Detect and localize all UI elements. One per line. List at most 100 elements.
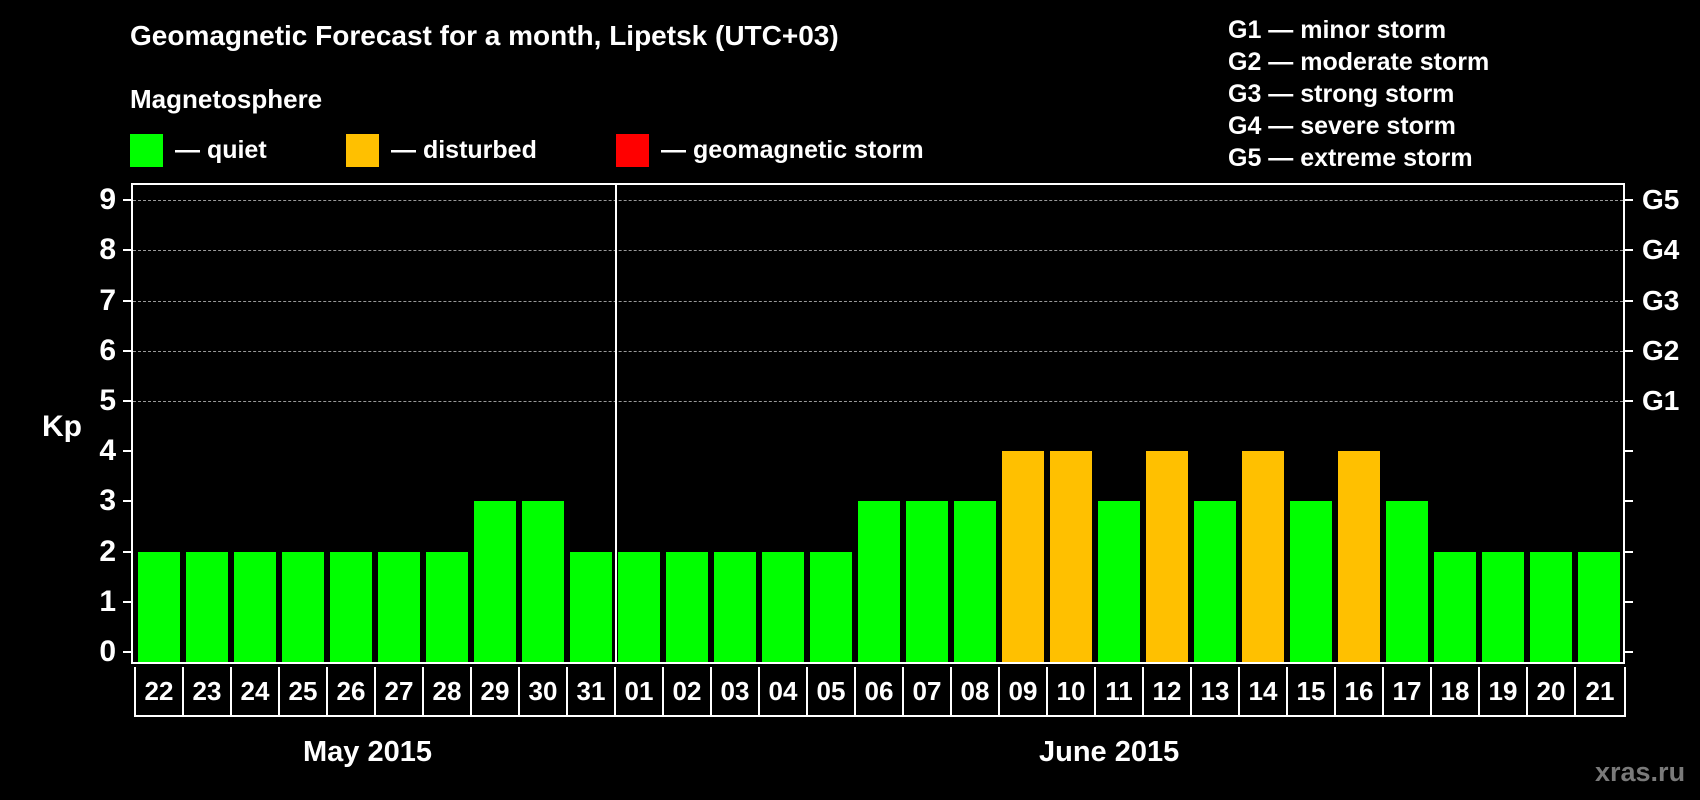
bar-21: [1578, 551, 1620, 662]
month-divider: [615, 185, 617, 662]
bar-06: [858, 501, 900, 662]
y-tick-label-6: 6: [99, 333, 116, 367]
right-tick-7: [1625, 299, 1633, 302]
date-cell-05: 05: [808, 667, 856, 715]
date-cell-30: 30: [520, 667, 568, 715]
date-cell-09: 09: [1000, 667, 1048, 715]
right-tick-4: [1625, 450, 1633, 453]
bar-05: [810, 551, 852, 662]
right-tick-1: [1625, 600, 1633, 603]
legend-item-quiet: — quiet: [130, 134, 267, 167]
date-cell-23: 23: [184, 667, 232, 715]
bar-04: [762, 551, 804, 662]
y-tick-label-2: 2: [99, 534, 116, 568]
y-tick-1: [123, 600, 131, 603]
watermark: xras.ru: [1595, 757, 1686, 787]
date-cell-12: 12: [1144, 667, 1192, 715]
date-cell-13: 13: [1192, 667, 1240, 715]
bar-12: [1146, 451, 1188, 662]
bar-24: [234, 551, 276, 662]
g-scale-g5: G5 — extreme storm: [1228, 144, 1473, 172]
y-tick-6: [123, 349, 131, 352]
date-cell-26: 26: [328, 667, 376, 715]
right-tick-9: [1625, 199, 1633, 202]
bar-23: [186, 551, 228, 662]
date-row: 22 23 24 25 26 27 28 29 30 31 01 02 03 04 05 06 07 08 09 10…: [134, 667, 1626, 717]
month-label-may: May 2015: [303, 736, 432, 768]
date-cell-03: 03: [712, 667, 760, 715]
legend-swatch-storm: [616, 134, 649, 167]
right-tick-2: [1625, 550, 1633, 553]
bar-09: [1002, 451, 1044, 662]
date-cell-22: 22: [136, 667, 184, 715]
bar-13: [1194, 501, 1236, 662]
right-tick-3: [1625, 500, 1633, 503]
date-cell-21: 21: [1585, 675, 1615, 706]
y-tick-2: [123, 550, 131, 553]
bar-16: [1338, 451, 1380, 662]
g-scale-g4: G4 — severe storm: [1228, 112, 1456, 140]
bar-10: [1050, 451, 1092, 662]
y-tick-0: [123, 651, 131, 653]
y-tick-label-5: 5: [99, 384, 116, 417]
bar-19: [1482, 551, 1524, 662]
date-cell-04: 04: [760, 667, 808, 715]
gridline-kp-9: [133, 200, 1623, 202]
y-tick-9: [123, 199, 131, 202]
bar-30: [522, 501, 564, 662]
bar-29: [474, 501, 516, 662]
date-cell-25: 25: [280, 667, 328, 715]
date-cell-20: 20: [1528, 667, 1576, 715]
y-tick-label-1: 1: [99, 584, 116, 618]
bar-01: [618, 551, 660, 662]
legend-swatch-disturbed: [346, 134, 379, 167]
date-cell-08: 08: [952, 667, 1000, 715]
bar-20: [1530, 551, 1572, 662]
legend-label-disturbed: — disturbed: [391, 136, 537, 164]
g-scale-legend: G1 — minor storm G2 — moderate storm G3 …: [1228, 14, 1489, 174]
date-cell-29: 29: [472, 667, 520, 715]
date-cell-07: 07: [904, 667, 952, 715]
y-tick-label-3: 3: [99, 484, 116, 518]
chart-title: Geomagnetic Forecast for a month, Lipets…: [130, 20, 839, 51]
date-cell-06: 06: [856, 667, 904, 715]
legend-label-storm: — geomagnetic storm: [661, 136, 924, 164]
bar-27: [378, 551, 420, 662]
date-cell-01: 01: [616, 667, 664, 715]
y-tick-label-4: 4: [99, 434, 116, 468]
bar-26: [330, 551, 372, 662]
bar-03: [714, 551, 756, 662]
g-scale-g2: G2 — moderate storm: [1228, 48, 1490, 76]
legend-item-disturbed: — disturbed: [346, 134, 537, 167]
right-axis-label-g2: G2: [1642, 334, 1680, 366]
date-cell-19: 19: [1480, 667, 1528, 715]
right-tick-6: [1625, 349, 1633, 352]
y-tick-7: [123, 299, 131, 302]
y-tick-label-9: 9: [99, 183, 116, 217]
gridline-kp-7: [133, 300, 1623, 302]
y-tick-4: [123, 450, 131, 453]
right-tick-5: [1625, 400, 1633, 402]
y-axis-label: Kp: [42, 410, 82, 443]
right-axis-label-g1: G1: [1642, 385, 1680, 416]
bar-17: [1386, 501, 1428, 662]
date-cell-14: 14: [1240, 667, 1288, 715]
right-axis-label-g5: G5: [1642, 184, 1680, 216]
gridline-kp-6: [133, 350, 1623, 352]
bar-02: [666, 551, 708, 662]
date-cell-28: 28: [424, 667, 472, 715]
bar-11: [1098, 501, 1140, 662]
bar-14: [1242, 451, 1284, 662]
y-tick-label-7: 7: [99, 283, 116, 317]
right-tick-8: [1625, 249, 1633, 252]
y-tick-8: [123, 249, 131, 252]
bar-31: [570, 551, 612, 662]
date-cell-10: 10: [1048, 667, 1096, 715]
bar-07: [906, 501, 948, 662]
plot-area: [131, 183, 1625, 664]
bar-18: [1434, 551, 1476, 662]
chart-subtitle: Magnetosphere: [130, 84, 323, 114]
date-cell-18: 18: [1432, 667, 1480, 715]
legend-swatch-quiet: [130, 134, 163, 167]
date-cell-27: 27: [376, 667, 424, 715]
